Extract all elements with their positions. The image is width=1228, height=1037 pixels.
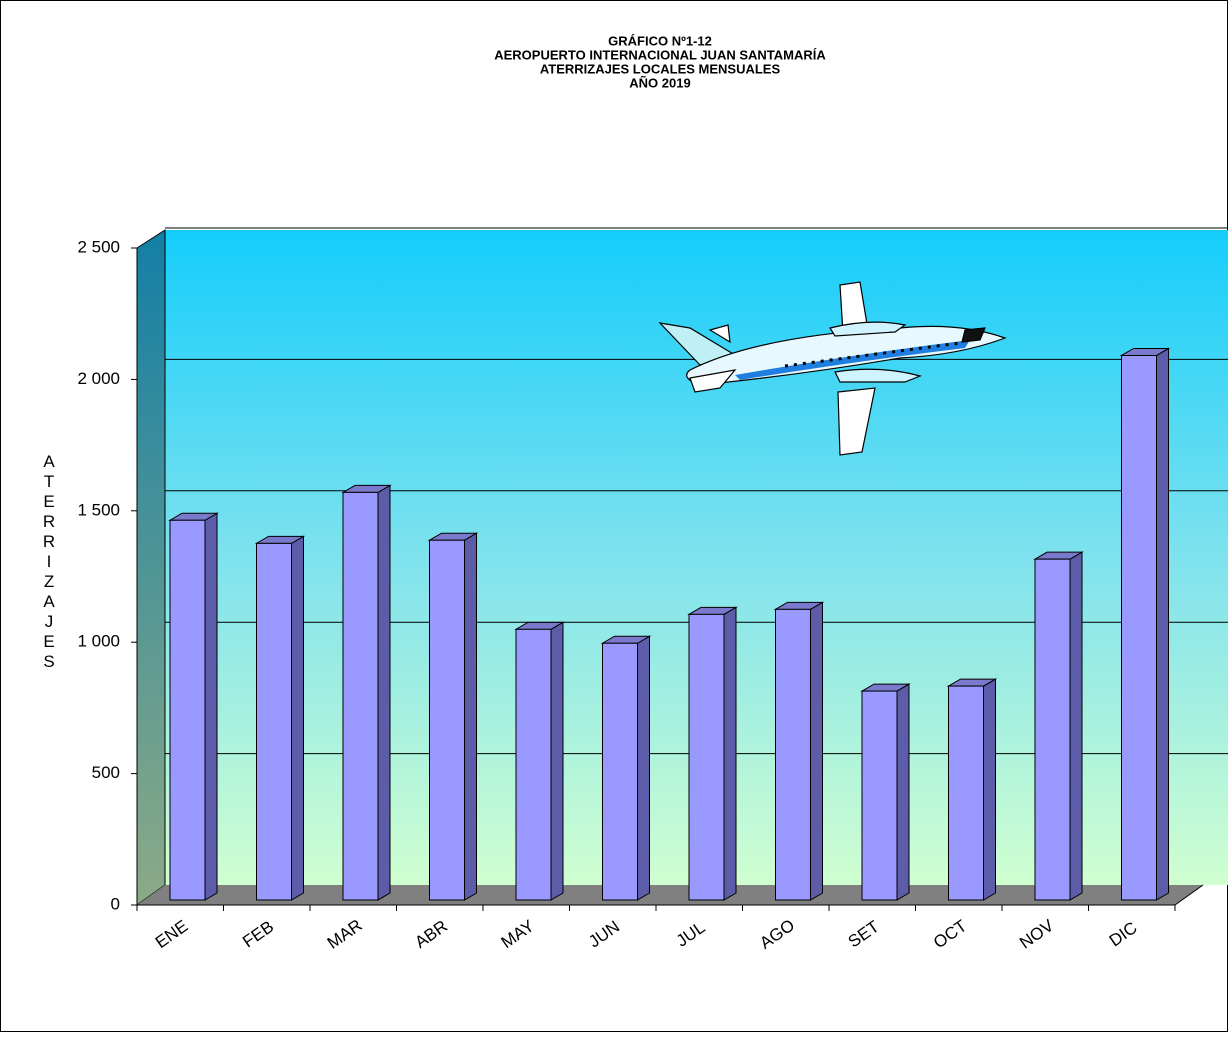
bar-side — [637, 635, 650, 901]
side-wall — [136, 229, 166, 906]
y-tick-label: 2 500 — [77, 237, 120, 256]
bar — [688, 613, 725, 901]
bar-side — [291, 535, 304, 901]
bar-side — [723, 606, 737, 901]
bar — [515, 628, 552, 901]
chart-title: GRÁFICO Nº1-12 — [608, 33, 712, 48]
bar — [1121, 354, 1157, 901]
bar — [775, 608, 811, 901]
y-tick-label: 1 000 — [77, 632, 120, 651]
bar-side — [377, 484, 391, 901]
bar — [861, 690, 898, 901]
bar-side — [1156, 347, 1169, 901]
bar-side — [896, 683, 910, 901]
y-tick-label: 500 — [92, 763, 120, 782]
bar — [602, 642, 638, 901]
bar — [948, 685, 984, 901]
bar — [169, 519, 206, 901]
airplane — [658, 281, 1007, 456]
bar — [429, 539, 465, 901]
chart-title: AEROPUERTO INTERNACIONAL JUAN SANTAMARÍA — [494, 47, 826, 62]
bar-side — [550, 621, 564, 901]
bar — [1034, 558, 1071, 901]
bar-side — [810, 601, 823, 901]
y-axis-label: ATERRIZAJES — [40, 452, 59, 672]
bar-side — [1069, 551, 1083, 901]
floor — [137, 885, 1203, 905]
y-tick-label: 1 500 — [77, 500, 120, 519]
y-tick-label: 0 — [111, 894, 120, 913]
chart-title: AÑO 2019 — [629, 75, 690, 90]
bar-side — [983, 678, 996, 901]
floor-edge — [1174, 884, 1204, 906]
bar-side — [204, 512, 218, 901]
bar — [256, 542, 292, 901]
y-tick-label: 2 000 — [77, 369, 120, 388]
bar — [342, 491, 379, 901]
bar-side — [464, 532, 477, 901]
chart-title: ATERRIZAJES LOCALES MENSUALES — [540, 61, 781, 76]
